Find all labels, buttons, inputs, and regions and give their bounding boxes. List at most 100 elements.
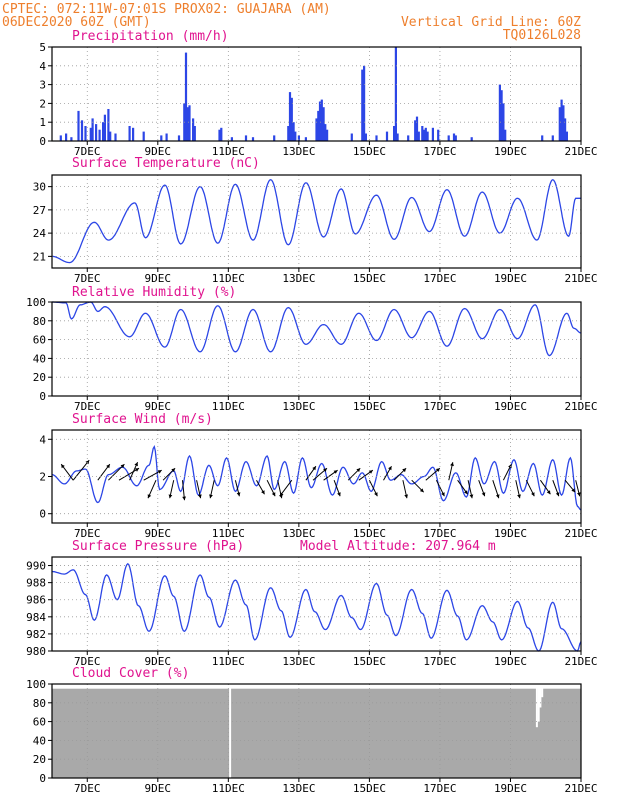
temp-xtick-label: 15DEC (353, 272, 386, 285)
cloud-xtick-label: 7DEC (74, 782, 101, 795)
precip-bar (447, 135, 450, 141)
precip-bar (294, 131, 297, 141)
wind-arrowhead (571, 488, 576, 493)
pressure-title: Surface Pressure (hPa) (72, 539, 244, 554)
cloud-cover-dip (541, 684, 544, 698)
wind-xtick-label: 7DEC (74, 527, 101, 540)
press-xtick-label: 21DEC (564, 655, 597, 668)
precip-xtick-label: 13DEC (282, 145, 315, 158)
rh-xtick-label: 21DEC (564, 400, 597, 413)
precip-bar (288, 92, 292, 141)
press-xtick-label: 13DEC (282, 655, 315, 668)
wind-arrowhead (337, 492, 341, 497)
precip-bar (114, 133, 117, 141)
rh-ytick-label: 100 (26, 296, 46, 309)
wind-arrow (72, 459, 90, 481)
precip-bar (142, 131, 145, 141)
rh-line (52, 301, 582, 357)
precip-bar (184, 52, 188, 141)
rh-ytick-label: 60 (33, 334, 46, 347)
precip-bar (417, 131, 420, 141)
cloud-cover-panel: Cloud Cover (%) 0 20 40 60 80 100 7DEC 9DEC 11DE… (26, 666, 597, 795)
wind-arrowhead (402, 468, 407, 473)
wind-arrowhead (236, 492, 241, 497)
press-xtick-label: 9DEC (145, 655, 172, 668)
wind-arrowhead (450, 462, 454, 467)
wind-arrowhead (368, 470, 373, 474)
precipitation-title: Precipitation (mm/h) (72, 29, 229, 44)
cloud-frame (51, 683, 582, 779)
wind-ytick-label: 0 (39, 508, 46, 521)
precip-bar (65, 133, 68, 141)
temp-xtick-label: 11DEC (212, 272, 245, 285)
wind-ytick-label: 4 (39, 433, 46, 446)
wind-arrowhead (495, 494, 500, 499)
precip-bar (70, 137, 73, 141)
wind-xtick-label: 21DEC (564, 527, 597, 540)
cloud-cover-dip (230, 684, 233, 688)
precip-ytick-label: 0 (39, 135, 46, 148)
precip-bar (59, 135, 62, 141)
cloud-ytick-label: 100 (26, 678, 46, 691)
wind-arrowhead (517, 494, 521, 499)
precip-bar (273, 135, 276, 141)
precip-bar (91, 118, 94, 141)
precip-bar (165, 133, 168, 141)
precip-bar (393, 126, 396, 141)
wind-arrowhead (312, 466, 316, 471)
precip-bar (396, 133, 399, 141)
wind-panel: Surface Wind (m/s) 0 2 4 7DEC 9DEC 11DEC 13DEC… (39, 412, 597, 540)
precip-ytick-label: 3 (39, 79, 46, 92)
press-ytick-label: 986 (26, 594, 46, 607)
precip-bar (186, 107, 189, 141)
cloud-xtick-label: 15DEC (353, 782, 386, 795)
wind-arrowhead (531, 492, 535, 497)
temp-ytick-label: 21 (33, 250, 46, 263)
precipitation-panel: Precipitation (mm/h) 0 1 2 3 4 5 7DEC 9DEC 11DEC… (39, 29, 597, 158)
precip-bar (315, 118, 318, 141)
precip-bar (128, 126, 131, 141)
cloud-ytick-label: 60 (33, 716, 46, 729)
precip-bar (431, 127, 434, 141)
cloud-xtick-label: 17DEC (423, 782, 456, 795)
temp-xtick-label: 7DEC (74, 272, 101, 285)
wind-xtick-label: 19DEC (494, 527, 527, 540)
wind-arrowhead (182, 496, 186, 501)
precip-bar (77, 110, 80, 141)
precip-bar (562, 105, 565, 141)
press-xtick-label: 17DEC (423, 655, 456, 668)
wind-arrowhead (171, 468, 176, 473)
rh-ytick-label: 40 (33, 352, 46, 365)
precip-bar (297, 135, 300, 141)
precip-bar (160, 135, 163, 141)
temp-xtick-label: 17DEC (423, 272, 456, 285)
precip-bar (304, 137, 307, 141)
header-model-code: TQ0126L028 (503, 28, 581, 43)
press-xtick-label: 11DEC (212, 655, 245, 668)
precip-bar (414, 120, 417, 141)
precip-bar (98, 129, 101, 141)
humidity-title: Relative Humidity (%) (72, 285, 236, 300)
wind-arrowhead (147, 494, 152, 499)
wind-arrowhead (388, 466, 392, 471)
wind-xtick-label: 11DEC (212, 527, 245, 540)
press-ytick-label: 982 (26, 628, 46, 641)
precip-bar (415, 116, 419, 141)
precip-xtick-label: 11DEC (212, 145, 245, 158)
precip-bar (375, 135, 378, 141)
precip-bar (80, 120, 84, 141)
cloud-xtick-label: 13DEC (282, 782, 315, 795)
precip-bar (502, 103, 505, 141)
header-station: CPTEC: 072:11W-07:01S PROX02: GUAJARA (A… (2, 2, 331, 17)
wind-arrowhead (61, 464, 65, 469)
temp-frame (51, 174, 582, 269)
rh-xtick-label: 9DEC (145, 400, 172, 413)
wind-arrowhead (464, 490, 468, 495)
precip-bar (424, 127, 427, 141)
wind-arrowhead (271, 492, 276, 497)
precip-bar (188, 105, 191, 141)
wind-arrowhead (508, 464, 512, 469)
precip-bar (394, 47, 397, 141)
precip-bar (251, 137, 255, 141)
precip-bar (498, 84, 501, 141)
